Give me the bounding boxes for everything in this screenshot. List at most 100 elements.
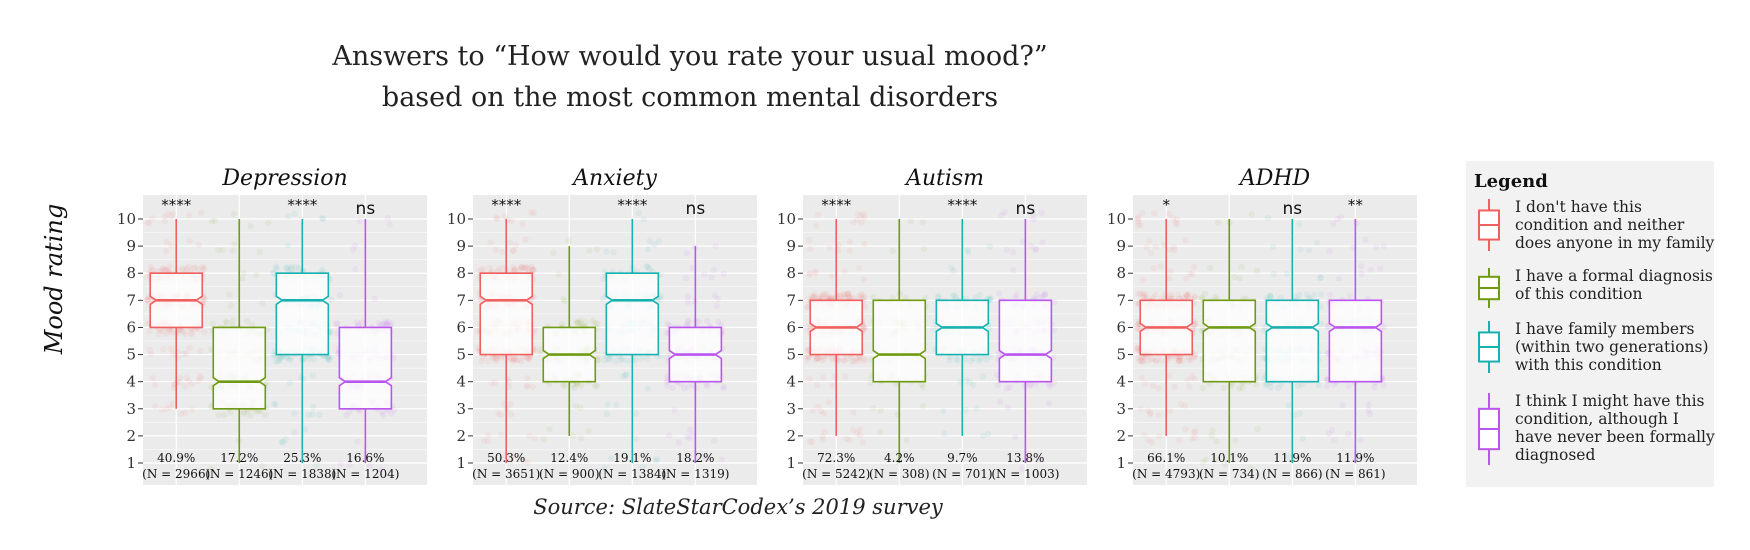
jitter-point [560, 295, 567, 303]
jitter-point [860, 210, 867, 218]
jitter-point [182, 330, 189, 338]
jitter-point [1317, 274, 1324, 281]
jitter-point [1326, 291, 1334, 299]
jitter-point [812, 269, 819, 277]
percent-label: 17.2% [220, 451, 258, 465]
jitter-point [1266, 292, 1273, 300]
jitter-point [1174, 354, 1181, 361]
jitter-point [183, 350, 190, 357]
jitter-point [1137, 357, 1145, 365]
jitter-point [1191, 429, 1198, 436]
jitter-point [1334, 215, 1341, 223]
jitter-point [603, 248, 610, 255]
jitter-point [546, 381, 553, 388]
jitter-point [835, 241, 842, 249]
jitter-point [861, 214, 868, 221]
jitter-point [474, 328, 481, 335]
jitter-point [1264, 214, 1272, 221]
jitter-point [1168, 354, 1175, 362]
jitter-point [230, 211, 238, 218]
jitter-point [480, 266, 487, 273]
jitter-point [144, 219, 152, 226]
jitter-point [711, 292, 719, 299]
jitter-point [839, 356, 847, 364]
significance-label: **** [287, 196, 318, 214]
jitter-point [1310, 291, 1318, 298]
jitter-point [818, 356, 825, 364]
jitter-point [970, 381, 977, 388]
jitter-point [1166, 246, 1174, 253]
jitter-point [528, 265, 535, 273]
jitter-point [855, 354, 862, 362]
significance-label: **** [161, 196, 192, 214]
jitter-point [845, 292, 852, 299]
jitter-point [1357, 437, 1364, 444]
jitter-point [1147, 249, 1154, 257]
jitter-point [689, 264, 696, 272]
jitter-point [825, 399, 832, 406]
jitter-point [301, 426, 309, 433]
jitter-point [513, 356, 521, 364]
jitter-point [1248, 211, 1255, 218]
jitter-point [313, 462, 320, 469]
jitter-point [1151, 210, 1158, 217]
jitter-point [804, 304, 811, 311]
jitter-point [837, 292, 844, 300]
box [275, 272, 330, 356]
jitter-point [1184, 292, 1191, 300]
jitter-point [270, 400, 278, 407]
jitter-point [1314, 239, 1321, 247]
jitter-point [526, 432, 533, 439]
jitter-point [525, 355, 532, 362]
jitter-point [198, 209, 205, 216]
jitter-point [180, 328, 187, 336]
jitter-point [903, 436, 910, 444]
jitter-point [265, 219, 272, 227]
jitter-point [646, 265, 653, 272]
chart-title-line-1: Answers to “How would you rate your usua… [331, 41, 1047, 72]
jitter-point [526, 356, 533, 363]
jitter-point [633, 435, 640, 442]
jitter-point [528, 263, 535, 270]
jitter-point [511, 266, 518, 273]
jitter-point [962, 406, 969, 413]
legend-entry-text: condition, although I [1515, 410, 1679, 428]
jitter-point [1270, 243, 1277, 251]
jitter-point [1155, 385, 1162, 392]
jitter-point [892, 381, 900, 388]
jitter-point [270, 351, 277, 358]
jitter-point [1171, 246, 1178, 254]
jitter-point [1339, 402, 1346, 409]
jitter-point [808, 292, 815, 299]
jitter-point [846, 436, 853, 444]
jitter-point [497, 354, 505, 361]
jitter-point [1137, 221, 1144, 229]
jitter-point [247, 222, 254, 230]
jitter-point [284, 242, 292, 249]
jitter-point [877, 429, 884, 436]
jitter-point [1208, 432, 1216, 440]
jitter-point [841, 291, 848, 299]
jitter-point [485, 431, 492, 439]
jitter-point [1191, 375, 1198, 383]
jitter-point [1149, 355, 1156, 362]
jitter-point [170, 384, 177, 392]
jitter-point [291, 410, 298, 417]
jitter-point [1220, 384, 1227, 391]
jitter-point [195, 378, 202, 385]
jitter-point [619, 373, 627, 380]
jitter-point [160, 327, 167, 335]
jitter-point [188, 329, 195, 336]
box-group: 12.4% (N = 900) [537, 237, 602, 481]
jitter-point [1153, 356, 1160, 364]
count-label: (N = 1246) [205, 467, 273, 481]
significance-label: ns [1283, 199, 1303, 219]
jitter-point [497, 411, 505, 419]
jitter-point [346, 461, 353, 469]
count-label: (N = 2966) [142, 467, 210, 481]
jitter-point [510, 247, 517, 254]
jitter-point [950, 267, 957, 275]
jitter-point [320, 215, 327, 222]
box [1328, 299, 1383, 383]
jitter-point [296, 265, 303, 272]
